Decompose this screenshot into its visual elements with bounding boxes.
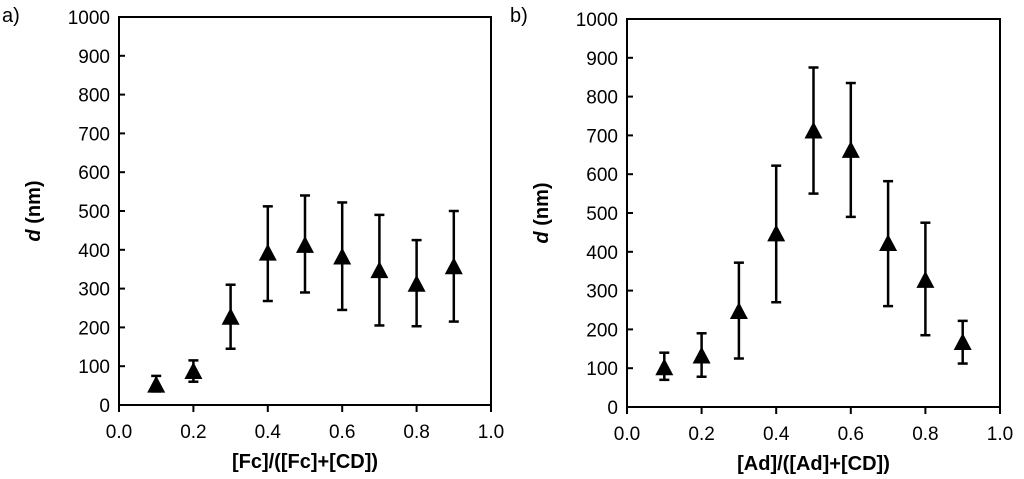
y-tick-label: 500 bbox=[586, 204, 618, 225]
y-tick-label: 900 bbox=[586, 49, 618, 70]
data-point bbox=[729, 261, 748, 360]
data-point bbox=[407, 238, 426, 328]
x-tick-label: 0.4 bbox=[763, 424, 790, 445]
y-tick-label: 0 bbox=[99, 396, 110, 417]
data-point bbox=[333, 201, 352, 312]
y-tick-label: 500 bbox=[78, 202, 110, 223]
triangle-marker bbox=[147, 375, 166, 393]
y-axis-label: d (nm) bbox=[531, 182, 553, 243]
y-tick-label: 400 bbox=[78, 241, 110, 262]
y-tick-label: 700 bbox=[78, 124, 110, 145]
x-tick-label: 0.2 bbox=[180, 422, 206, 443]
y-tick-label: 700 bbox=[586, 126, 618, 147]
y-axis-label-unit: (nm) bbox=[531, 182, 553, 231]
x-axis-label: [Fc]/([Fc]+[CD]) bbox=[232, 451, 378, 473]
x-tick-label: 1.0 bbox=[987, 424, 1013, 445]
x-axis-label: [Ad]/([Ad]+[CD]) bbox=[737, 453, 890, 475]
triangle-marker bbox=[407, 274, 426, 292]
y-tick-label: 600 bbox=[78, 163, 110, 184]
triangle-marker bbox=[184, 362, 203, 380]
data-point bbox=[221, 283, 240, 350]
panel-a: a) 0 100 200 300 400 500 600 700 800 900 1000 0.0 0.2… bbox=[2, 5, 504, 473]
data-point bbox=[444, 209, 463, 323]
x-tick-label: 0.4 bbox=[255, 422, 282, 443]
y-axis-label-symbol: d bbox=[23, 229, 45, 242]
x-tick-label: 1.0 bbox=[478, 422, 504, 443]
triangle-marker bbox=[221, 307, 240, 325]
x-tick-label: 0.8 bbox=[912, 424, 938, 445]
triangle-marker bbox=[879, 234, 898, 252]
y-tick-label: 200 bbox=[586, 320, 618, 341]
y-tick-label: 200 bbox=[78, 318, 110, 339]
x-tick-label: 0.8 bbox=[403, 422, 429, 443]
x-tick-label: 0.0 bbox=[614, 424, 640, 445]
data-point bbox=[258, 205, 277, 303]
data-point bbox=[184, 359, 203, 383]
triangle-marker bbox=[296, 235, 314, 253]
y-tick-label: 1000 bbox=[68, 8, 110, 29]
triangle-marker bbox=[258, 243, 277, 261]
data-point bbox=[655, 351, 674, 382]
data-point bbox=[296, 194, 314, 294]
y-tick-label: 800 bbox=[78, 86, 110, 107]
triangle-marker bbox=[370, 261, 389, 279]
data-point bbox=[692, 332, 711, 378]
x-tick-label: 0.6 bbox=[329, 422, 355, 443]
panel-label: b) bbox=[510, 5, 528, 27]
x-tick-label: 0.0 bbox=[106, 422, 132, 443]
data-point bbox=[916, 221, 935, 337]
y-axis-label-unit: (nm) bbox=[23, 180, 45, 229]
y-axis-label-symbol: d bbox=[531, 231, 553, 244]
x-tick-label: 0.2 bbox=[688, 424, 714, 445]
triangle-marker bbox=[655, 358, 674, 376]
data-point bbox=[953, 319, 972, 365]
y-axis-label: d (nm) bbox=[23, 180, 45, 241]
y-tick-label: 100 bbox=[586, 359, 618, 380]
triangle-marker bbox=[692, 346, 711, 364]
triangle-marker bbox=[767, 224, 786, 242]
y-tick-label: 600 bbox=[586, 165, 618, 186]
data-point bbox=[879, 179, 898, 308]
triangle-marker bbox=[444, 257, 463, 275]
data-point bbox=[370, 213, 389, 327]
y-tick-label: 400 bbox=[586, 243, 618, 264]
triangle-marker bbox=[729, 301, 748, 319]
y-tick-label: 0 bbox=[607, 398, 618, 419]
triangle-marker bbox=[953, 332, 972, 350]
data-point bbox=[804, 66, 823, 195]
y-tick-label: 900 bbox=[78, 47, 110, 68]
triangle-marker bbox=[333, 247, 352, 265]
y-tick-label: 300 bbox=[78, 280, 110, 301]
data-point bbox=[841, 81, 860, 219]
triangle-marker bbox=[916, 270, 935, 288]
y-tick-label: 300 bbox=[586, 282, 618, 303]
triangle-marker bbox=[804, 121, 823, 139]
y-tick-label: 800 bbox=[586, 88, 618, 109]
panel-b: b) 0 100 200 300 400 500 600 700 800 900 1000 0.0 0.2… bbox=[510, 5, 1013, 475]
triangle-marker bbox=[841, 140, 860, 158]
data-point bbox=[767, 164, 786, 304]
panel-label: a) bbox=[2, 5, 20, 27]
y-tick-label: 1000 bbox=[576, 10, 618, 31]
x-tick-label: 0.6 bbox=[838, 424, 864, 445]
data-point bbox=[147, 374, 166, 393]
y-tick-label: 100 bbox=[78, 357, 110, 378]
